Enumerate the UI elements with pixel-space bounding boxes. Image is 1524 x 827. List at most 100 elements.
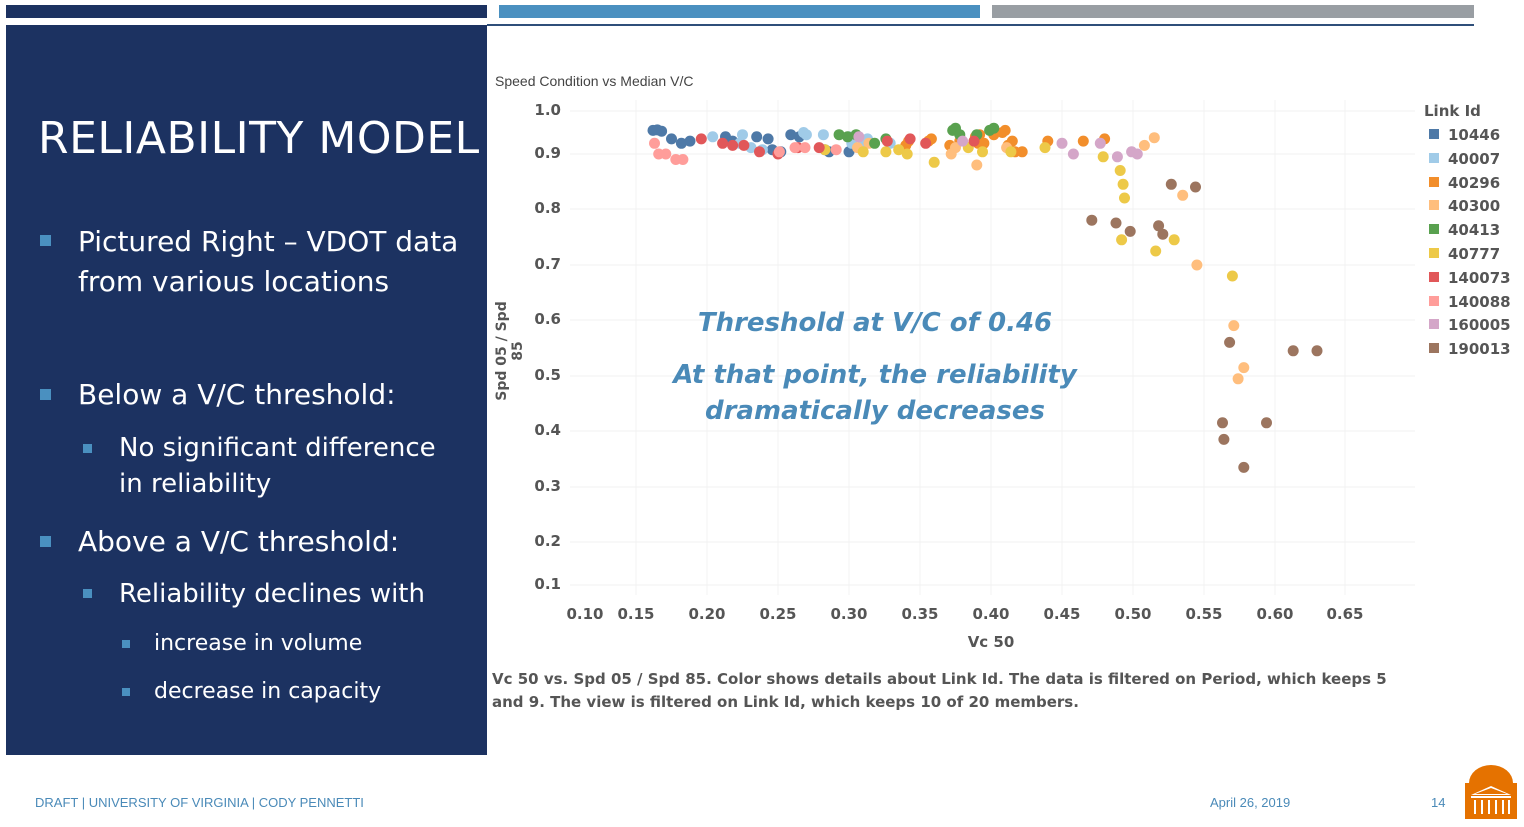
data-point-40007[interactable] bbox=[800, 129, 812, 141]
data-point-40777[interactable] bbox=[1005, 146, 1017, 158]
data-point-190013[interactable] bbox=[1238, 461, 1250, 473]
data-point-40413[interactable] bbox=[869, 137, 881, 149]
legend-swatch bbox=[1429, 319, 1439, 330]
data-point-40300[interactable] bbox=[1191, 259, 1203, 271]
legend-item-140088[interactable]: 140088 bbox=[1429, 293, 1511, 311]
data-point-40300[interactable] bbox=[1238, 362, 1250, 374]
data-point-140073[interactable] bbox=[695, 133, 707, 145]
data-point-140088[interactable] bbox=[830, 144, 842, 156]
data-point-160005[interactable] bbox=[957, 135, 969, 147]
legend-title: Link Id bbox=[1424, 102, 1481, 120]
data-point-140088[interactable] bbox=[773, 146, 785, 158]
data-point-40007[interactable] bbox=[707, 131, 719, 143]
data-point-40300[interactable] bbox=[1138, 139, 1150, 151]
data-point-40413[interactable] bbox=[833, 129, 845, 141]
legend-item-40413[interactable]: 40413 bbox=[1429, 221, 1500, 239]
top-bar-navy bbox=[6, 5, 487, 18]
legend-item-40777[interactable]: 40777 bbox=[1429, 245, 1500, 263]
data-point-40777[interactable] bbox=[880, 146, 892, 158]
data-point-40300[interactable] bbox=[1228, 320, 1240, 332]
data-point-190013[interactable] bbox=[1157, 228, 1169, 240]
data-point-40007[interactable] bbox=[817, 129, 829, 141]
data-point-40777[interactable] bbox=[901, 148, 913, 160]
data-point-160005[interactable] bbox=[1067, 148, 1079, 160]
legend-item-140073[interactable]: 140073 bbox=[1429, 269, 1511, 287]
data-point-40777[interactable] bbox=[1116, 234, 1128, 246]
data-point-40777[interactable] bbox=[1114, 165, 1126, 176]
y-tick-label: 0.6 bbox=[534, 310, 561, 328]
data-point-40300[interactable] bbox=[1148, 132, 1160, 144]
data-point-10446[interactable] bbox=[751, 131, 763, 143]
data-point-140073[interactable] bbox=[813, 142, 825, 154]
data-point-40777[interactable] bbox=[1168, 234, 1180, 246]
data-point-140073[interactable] bbox=[968, 135, 980, 147]
data-point-40300[interactable] bbox=[1177, 189, 1189, 201]
data-point-190013[interactable] bbox=[1165, 178, 1177, 190]
data-point-140088[interactable] bbox=[649, 137, 660, 149]
legend-item-40300[interactable]: 40300 bbox=[1429, 197, 1500, 215]
data-point-190013[interactable] bbox=[1261, 417, 1272, 429]
data-point-140073[interactable] bbox=[754, 146, 765, 158]
data-point-190013[interactable] bbox=[1153, 220, 1165, 232]
x-tick-label: 0.30 bbox=[830, 605, 868, 623]
data-point-140073[interactable] bbox=[920, 137, 932, 149]
data-point-40296[interactable] bbox=[1077, 135, 1089, 147]
data-point-40413[interactable] bbox=[842, 131, 854, 143]
bullet-square-icon bbox=[83, 589, 92, 598]
data-point-40777[interactable] bbox=[1039, 142, 1051, 154]
data-point-40777[interactable] bbox=[1117, 178, 1129, 190]
data-point-190013[interactable] bbox=[1086, 214, 1098, 226]
data-point-40777[interactable] bbox=[928, 156, 940, 168]
legend-item-40007[interactable]: 40007 bbox=[1429, 150, 1500, 168]
data-point-40777[interactable] bbox=[1226, 270, 1238, 282]
data-point-190013[interactable] bbox=[1287, 345, 1299, 357]
data-point-10446[interactable] bbox=[843, 146, 855, 158]
data-point-40296[interactable] bbox=[978, 137, 990, 149]
legend-item-190013[interactable]: 190013 bbox=[1429, 340, 1511, 358]
data-point-190013[interactable] bbox=[1218, 433, 1230, 445]
data-point-40300[interactable] bbox=[950, 142, 961, 154]
data-point-10446[interactable] bbox=[785, 129, 797, 141]
data-point-40300[interactable] bbox=[971, 159, 983, 171]
data-point-10446[interactable] bbox=[762, 133, 774, 145]
legend-item-10446[interactable]: 10446 bbox=[1429, 126, 1500, 144]
legend-item-160005[interactable]: 160005 bbox=[1429, 316, 1511, 334]
data-point-190013[interactable] bbox=[1110, 217, 1122, 229]
legend-item-40296[interactable]: 40296 bbox=[1429, 174, 1500, 192]
data-point-40296[interactable] bbox=[999, 124, 1011, 136]
data-point-10446[interactable] bbox=[666, 133, 677, 145]
data-point-40413[interactable] bbox=[988, 122, 1000, 134]
data-point-140073[interactable] bbox=[881, 135, 893, 147]
data-point-160005[interactable] bbox=[1131, 148, 1143, 160]
data-point-10446[interactable] bbox=[675, 137, 687, 149]
data-point-40777[interactable] bbox=[857, 146, 869, 158]
data-point-190013[interactable] bbox=[1124, 225, 1136, 237]
data-point-40777[interactable] bbox=[1119, 192, 1130, 204]
data-point-40300[interactable] bbox=[1232, 373, 1244, 385]
data-point-40007[interactable] bbox=[737, 129, 748, 141]
data-point-40777[interactable] bbox=[1097, 151, 1109, 163]
data-point-40777[interactable] bbox=[1150, 245, 1162, 257]
legend-swatch bbox=[1429, 248, 1439, 258]
data-point-160005[interactable] bbox=[853, 131, 865, 143]
data-point-140073[interactable] bbox=[727, 139, 739, 151]
data-point-140088[interactable] bbox=[799, 142, 811, 154]
data-point-140073[interactable] bbox=[738, 139, 750, 151]
data-point-190013[interactable] bbox=[1224, 336, 1236, 348]
data-point-140088[interactable] bbox=[677, 154, 689, 165]
data-point-140088[interactable] bbox=[660, 148, 672, 160]
data-point-40777[interactable] bbox=[977, 146, 988, 158]
data-point-140073[interactable] bbox=[717, 137, 729, 149]
data-point-10446[interactable] bbox=[684, 135, 696, 147]
data-point-140073[interactable] bbox=[904, 133, 916, 145]
data-point-40777[interactable] bbox=[893, 144, 905, 156]
data-point-10446[interactable] bbox=[656, 125, 668, 137]
data-point-190013[interactable] bbox=[1217, 417, 1228, 429]
data-point-160005[interactable] bbox=[1094, 137, 1106, 149]
data-point-140088[interactable] bbox=[789, 142, 801, 154]
data-point-160005[interactable] bbox=[1056, 137, 1068, 149]
data-point-190013[interactable] bbox=[1311, 345, 1323, 357]
data-point-160005[interactable] bbox=[1111, 151, 1123, 163]
data-point-40296[interactable] bbox=[1016, 146, 1028, 158]
data-point-190013[interactable] bbox=[1190, 181, 1201, 193]
